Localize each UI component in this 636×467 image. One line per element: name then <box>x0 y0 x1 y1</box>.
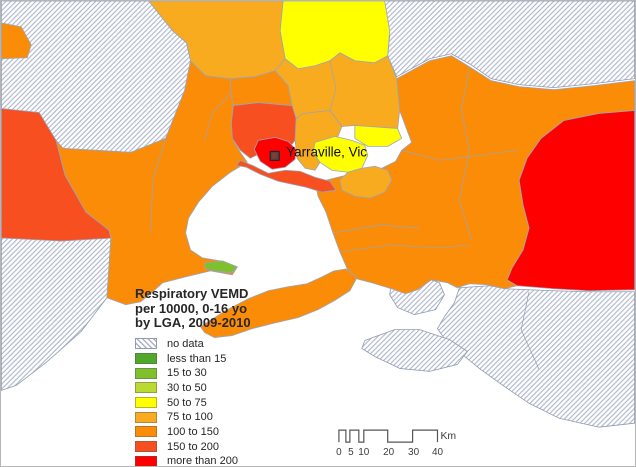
map-legend: Respiratory VEMD per 10000, 0-16 yo by L… <box>135 286 285 467</box>
lga-boundary-line <box>332 224 420 234</box>
place-marker <box>269 150 280 161</box>
lga-boundary-line <box>520 291 540 370</box>
legend-title-line: Respiratory VEMD <box>135 286 249 301</box>
scale-unit-label: Km <box>440 431 456 442</box>
lga-region-no-data-southeast <box>437 285 635 428</box>
legend-item-label: less than 15 <box>167 352 227 365</box>
lga-region-north-yellow <box>279 1 391 70</box>
color-swatch <box>135 367 157 379</box>
place-label: Yarraville, Vic <box>286 144 367 159</box>
color-swatch <box>135 411 157 423</box>
legend-item-label: no data <box>167 337 204 350</box>
color-swatch <box>135 426 157 438</box>
no-data-swatch <box>135 338 157 350</box>
color-swatch <box>135 353 157 365</box>
color-swatch <box>135 382 157 394</box>
phillip-island-no-data <box>361 329 468 372</box>
scale-bar: 0 5 10 20 30 40 Km <box>336 429 456 458</box>
lga-region-green-sliver <box>204 260 238 274</box>
lga-region-west-notch <box>1 22 32 60</box>
lga-region-inner-southeast <box>339 165 393 199</box>
scale-tick: 20 <box>383 447 395 458</box>
legend-item: less than 15 <box>135 351 285 366</box>
legend-item: more than 200 <box>135 454 285 467</box>
scale-tick: 30 <box>408 447 420 458</box>
lga-boundary-line <box>150 138 166 233</box>
legend-item: 75 to 100 <box>135 410 285 425</box>
lga-region-mornington-peninsula <box>200 268 358 338</box>
legend-title-line: per 10000, 0-16 yo <box>135 300 248 316</box>
legend-item-label: 30 to 50 <box>167 381 207 394</box>
legend-item-label: 50 to 75 <box>167 396 207 409</box>
legend-item: 30 to 50 <box>135 381 285 396</box>
lga-region-northeast-yellow-sliver <box>354 125 403 147</box>
legend-title-line: by LGA, 2009-2010 <box>135 315 251 330</box>
legend-item-no-data: no data <box>135 337 285 352</box>
legend-item-label: 15 to 30 <box>167 367 207 380</box>
legend-item: 100 to 150 <box>135 425 285 440</box>
scale-tick: 5 <box>348 447 354 458</box>
legend-item-label: more than 200 <box>167 455 238 467</box>
color-swatch <box>135 455 157 466</box>
lga-boundary-line <box>339 244 470 253</box>
legend-item: 50 to 75 <box>135 395 285 410</box>
legend-item-label: 75 to 100 <box>167 411 213 424</box>
lga-boundary-line <box>329 60 337 111</box>
scale-tick: 40 <box>432 447 444 458</box>
lga-boundary-line <box>401 150 518 161</box>
scale-tick: 10 <box>358 447 370 458</box>
scale-bar-shape <box>338 429 439 443</box>
color-swatch <box>135 397 157 409</box>
lga-boundary-line <box>459 66 472 241</box>
legend-item: 15 to 30 <box>135 366 285 381</box>
lga-region-east-ranges <box>506 110 635 292</box>
legend-item-label: 100 to 150 <box>167 425 219 438</box>
legend-item-label: 150 to 200 <box>167 440 219 453</box>
legend-item: 150 to 200 <box>135 439 285 454</box>
color-swatch <box>135 441 157 453</box>
scale-tick: 0 <box>336 447 342 458</box>
lga-region-bayside-red-strip <box>235 159 337 193</box>
lga-boundary-line <box>204 92 232 141</box>
